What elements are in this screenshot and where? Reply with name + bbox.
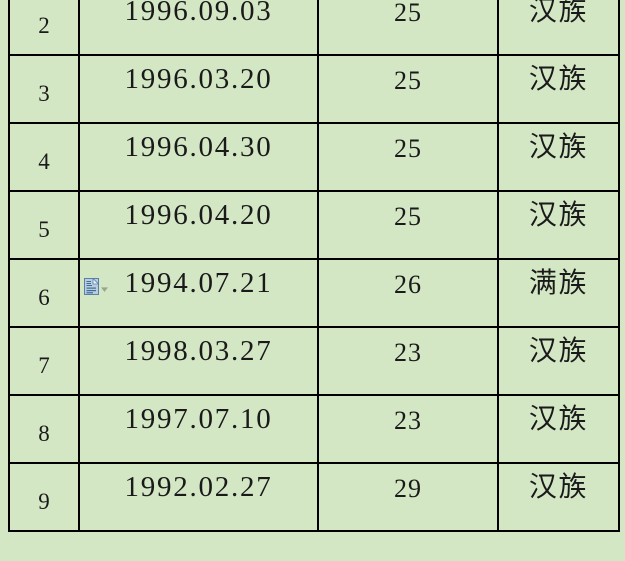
cell-ethnicity[interactable]: 汉族 bbox=[497, 462, 620, 532]
cell-age[interactable]: 25 bbox=[317, 0, 499, 56]
cell-row-index[interactable]: 5 bbox=[8, 190, 80, 260]
cell-age[interactable]: 23 bbox=[317, 326, 499, 396]
cell-age[interactable]: 26 bbox=[317, 258, 499, 328]
cell-row-index[interactable]: 6 bbox=[8, 258, 80, 328]
cell-age[interactable]: 25 bbox=[317, 190, 499, 260]
cell-age[interactable]: 25 bbox=[317, 54, 499, 124]
cell-row-index[interactable]: 2 bbox=[8, 0, 80, 56]
cell-ethnicity[interactable]: 汉族 bbox=[497, 394, 620, 464]
paste-options-icon bbox=[84, 278, 99, 295]
cell-ethnicity[interactable]: 汉族 bbox=[497, 326, 620, 396]
cell-row-index[interactable]: 3 bbox=[8, 54, 80, 124]
table-row[interactable]: 2 1996.09.03 25 汉族 bbox=[8, 0, 620, 56]
cell-row-index[interactable]: 7 bbox=[8, 326, 80, 396]
cell-birth-date[interactable]: 1998.03.27 bbox=[78, 326, 319, 396]
table-row[interactable]: 6 bbox=[8, 258, 620, 328]
chevron-down-icon[interactable] bbox=[100, 285, 109, 294]
table-row[interactable]: 5 1996.04.20 25 汉族 bbox=[8, 190, 620, 260]
cell-birth-date[interactable]: 1994.07.21 bbox=[78, 258, 319, 328]
cell-birth-date[interactable]: 1992.02.27 bbox=[78, 462, 319, 532]
cell-ethnicity[interactable]: 汉族 bbox=[497, 190, 620, 260]
table-row[interactable]: 3 1996.03.20 25 汉族 bbox=[8, 54, 620, 124]
paste-options-button[interactable] bbox=[84, 278, 109, 295]
cell-birth-date[interactable]: 1996.04.20 bbox=[78, 190, 319, 260]
cell-row-index[interactable]: 8 bbox=[8, 394, 80, 464]
personnel-data-table: 2 1996.09.03 25 汉族 3 1996.03.20 bbox=[8, 0, 620, 532]
cell-row-index[interactable]: 9 bbox=[8, 462, 80, 532]
cell-ethnicity[interactable]: 汉族 bbox=[497, 54, 620, 124]
cell-age[interactable]: 29 bbox=[317, 462, 499, 532]
cell-birth-date[interactable]: 1997.07.10 bbox=[78, 394, 319, 464]
table-row[interactable]: 4 1996.04.30 25 汉族 bbox=[8, 122, 620, 192]
cell-birth-date[interactable]: 1996.04.30 bbox=[78, 122, 319, 192]
cell-birth-date[interactable]: 1996.03.20 bbox=[78, 54, 319, 124]
table-row[interactable]: 9 1992.02.27 29 汉族 bbox=[8, 462, 620, 532]
table-row[interactable]: 8 1997.07.10 23 汉族 bbox=[8, 394, 620, 464]
table-body: 2 1996.09.03 25 汉族 3 1996.03.20 bbox=[8, 0, 620, 532]
cell-age[interactable]: 25 bbox=[317, 122, 499, 192]
cell-ethnicity[interactable]: 满族 bbox=[497, 258, 620, 328]
cell-birth-date[interactable]: 1996.09.03 bbox=[78, 0, 319, 56]
table-row[interactable]: 7 1998.03.27 23 汉族 bbox=[8, 326, 620, 396]
cell-ethnicity[interactable]: 汉族 bbox=[497, 122, 620, 192]
cell-row-index[interactable]: 4 bbox=[8, 122, 80, 192]
cell-age[interactable]: 23 bbox=[317, 394, 499, 464]
cell-ethnicity[interactable]: 汉族 bbox=[497, 0, 620, 56]
